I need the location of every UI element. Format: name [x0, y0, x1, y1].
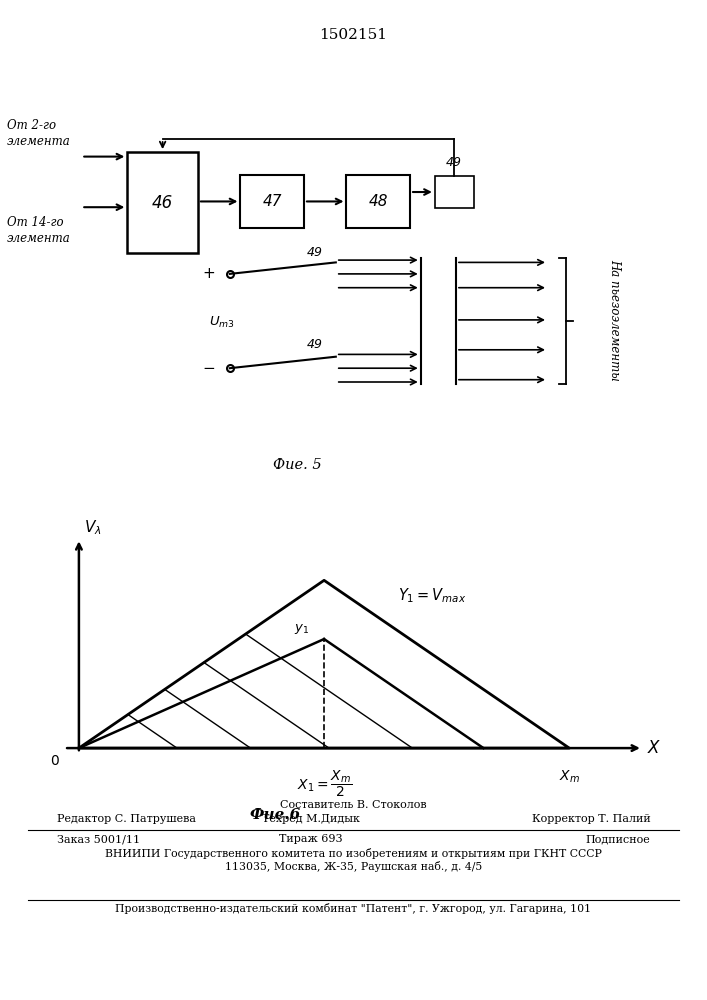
Text: 49: 49: [307, 245, 322, 258]
Text: $V_\lambda$: $V_\lambda$: [84, 518, 101, 537]
Text: Подписное: Подписное: [585, 834, 650, 844]
Text: Фие. 5: Фие. 5: [273, 458, 321, 472]
Text: $X_m$: $X_m$: [559, 768, 580, 785]
Text: Составитель В. Стоколов: Составитель В. Стоколов: [280, 800, 427, 810]
Text: $U_{m3}$: $U_{m3}$: [209, 315, 235, 330]
Text: 1502151: 1502151: [320, 28, 387, 42]
Text: Корректор Т. Палий: Корректор Т. Палий: [532, 814, 650, 824]
Text: На пьезоэлементы: На пьезоэлементы: [609, 259, 621, 381]
Text: 49: 49: [446, 156, 462, 169]
Bar: [346, 175, 410, 228]
Text: 46: 46: [152, 194, 173, 212]
Text: +: +: [202, 266, 215, 281]
Text: $X_1 = \dfrac{X_m}{2}$: $X_1 = \dfrac{X_m}{2}$: [296, 768, 351, 799]
Text: 48: 48: [368, 194, 388, 209]
Text: Заказ 5001/11: Заказ 5001/11: [57, 834, 140, 844]
Bar: [127, 152, 198, 253]
Text: Производственно-издательский комбинат "Патент", г. Ужгород, ул. Гагарина, 101: Производственно-издательский комбинат "П…: [115, 903, 592, 914]
Text: 113035, Москва, Ж-35, Раушская наб., д. 4/5: 113035, Москва, Ж-35, Раушская наб., д. …: [225, 861, 482, 872]
Bar: [240, 175, 304, 228]
Text: От 14-го
элемента: От 14-го элемента: [7, 216, 71, 245]
Text: ВНИИПИ Государственного комитета по изобретениям и открытиям при ГКНТ СССР: ВНИИПИ Государственного комитета по изоб…: [105, 848, 602, 859]
Text: X: X: [648, 739, 659, 757]
Bar: [435, 176, 474, 208]
Text: Техред М.Дидык: Техред М.Дидык: [262, 814, 360, 824]
Text: 0: 0: [50, 754, 59, 768]
Text: $y_1$: $y_1$: [294, 622, 310, 636]
Text: $Y_1 = V_{max}$: $Y_1 = V_{max}$: [397, 586, 466, 605]
Text: 49: 49: [307, 338, 322, 351]
Text: 47: 47: [262, 194, 282, 209]
Text: Редактор С. Патрушева: Редактор С. Патрушева: [57, 814, 196, 824]
Text: Фие.6: Фие.6: [250, 808, 300, 822]
Text: От 2-го
элемента: От 2-го элемента: [7, 119, 71, 148]
Text: −: −: [202, 361, 215, 376]
Text: Тираж 693: Тираж 693: [279, 834, 343, 844]
